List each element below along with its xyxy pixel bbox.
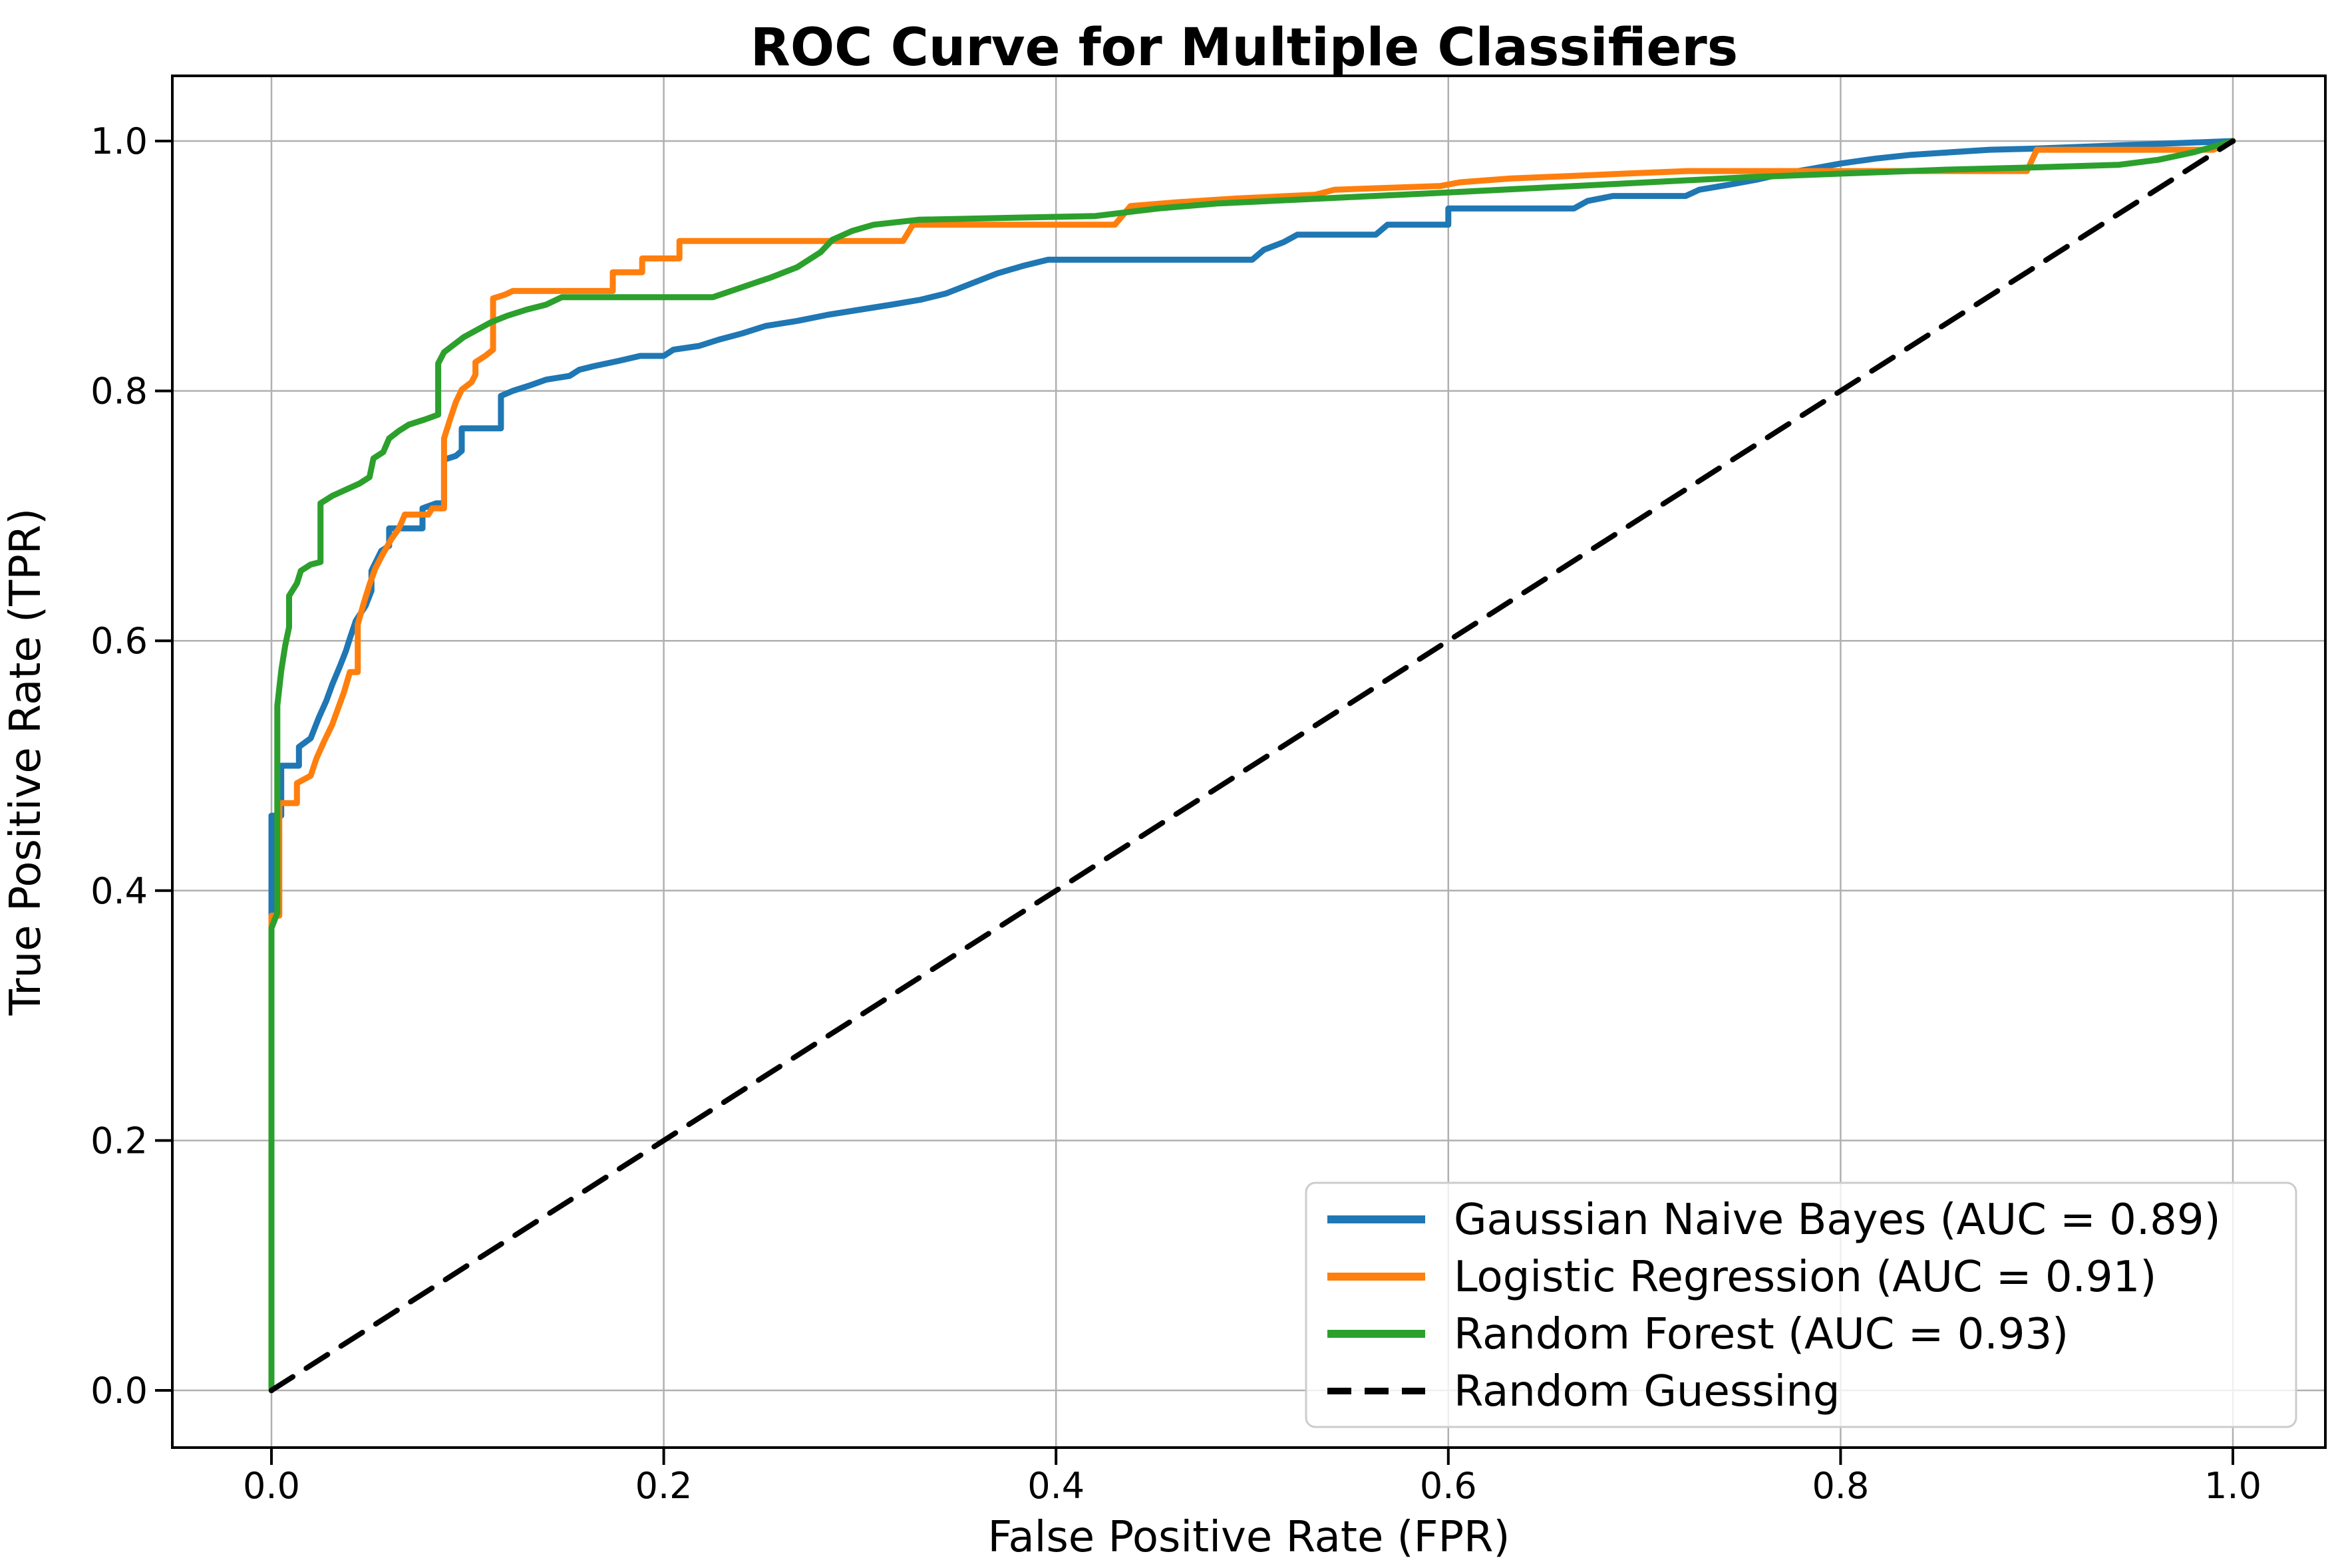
- x-tick-label: 0.8: [1812, 1465, 1869, 1507]
- legend-label: Gaussian Naive Bayes (AUC = 0.89): [1454, 1195, 2221, 1245]
- y-axis-label: True Positive Rate (TPR): [1, 508, 51, 1017]
- axis-ticks: [155, 140, 2234, 1465]
- x-tick-label: 0.0: [243, 1465, 300, 1507]
- x-axis-label: False Positive Rate (FPR): [988, 1513, 1510, 1562]
- y-tick-label: 1.0: [90, 120, 148, 162]
- legend-item: Logistic Regression (AUC = 0.91): [1327, 1253, 2156, 1302]
- y-tick-label: 0.6: [90, 620, 148, 662]
- legend-label: Random Forest (AUC = 0.93): [1454, 1310, 2069, 1359]
- roc-curve-gaussian-naive-bayes: [268, 138, 2236, 1394]
- x-tick-label: 0.6: [1420, 1465, 1477, 1507]
- legend-label: Logistic Regression (AUC = 0.91): [1454, 1253, 2156, 1302]
- legend-label: Random Guessing: [1454, 1367, 1840, 1416]
- legend: Gaussian Naive Bayes (AUC = 0.89) Logisti…: [1305, 1181, 2297, 1428]
- plot-frame: [171, 75, 2327, 1449]
- grid: [172, 76, 2325, 1448]
- legend-item: Random Guessing: [1327, 1367, 1840, 1416]
- x-tick-label: 0.2: [635, 1465, 693, 1507]
- legend-box: [1305, 1181, 2297, 1428]
- y-tick-label: 0.8: [90, 371, 148, 412]
- legend-item: Gaussian Naive Bayes (AUC = 0.89): [1327, 1195, 2221, 1245]
- roc-curve-random-forest: [268, 138, 2236, 1394]
- x-tick-label: 0.4: [1027, 1465, 1085, 1507]
- y-tick-label: 0.4: [90, 870, 148, 912]
- y-tick-label: 0.2: [90, 1120, 148, 1162]
- legend-item: Random Forest (AUC = 0.93): [1327, 1310, 2069, 1359]
- tick-labels: 0.0 0.2 0.4 0.6 0.8 1.0 0.0 0.2 0.4 0.6 0.8 1.0: [90, 120, 2261, 1507]
- random-guessing-line: [269, 138, 2236, 1393]
- chart-title: ROC Curve for Multiple Classifiers: [751, 18, 1738, 78]
- x-tick-label: 1.0: [2204, 1465, 2261, 1507]
- y-tick-label: 0.0: [90, 1370, 148, 1412]
- roc-curve-logistic-regression: [268, 138, 2236, 1394]
